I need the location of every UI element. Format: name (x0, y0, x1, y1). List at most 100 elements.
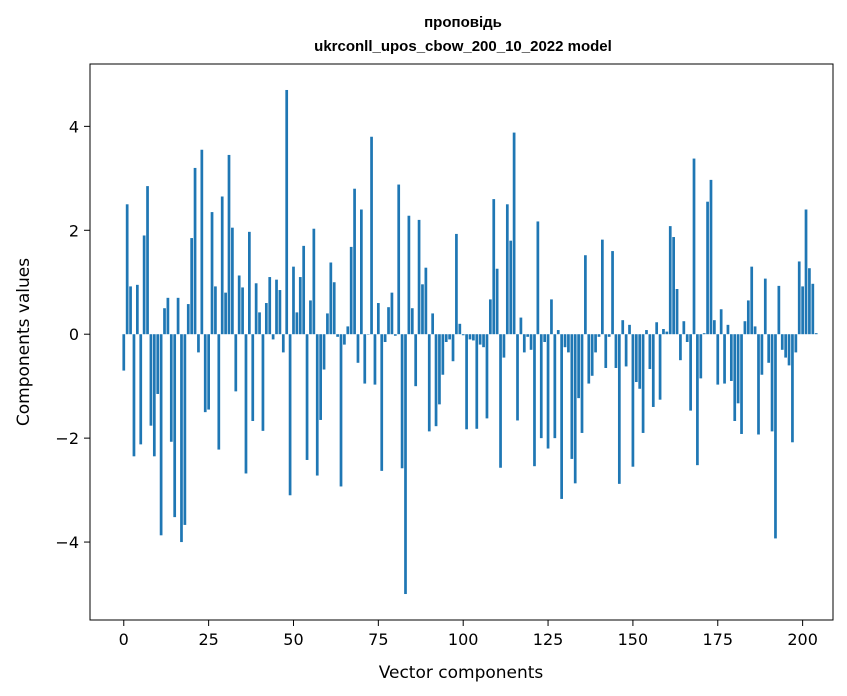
x-axis-label: Vector components (379, 663, 544, 683)
bar (743, 321, 747, 335)
bar (210, 212, 214, 335)
bar (180, 334, 183, 543)
bar (675, 289, 679, 335)
bar (322, 334, 326, 370)
bar (129, 286, 132, 335)
x-tick-label: 125 (533, 630, 564, 649)
bar (353, 188, 356, 335)
bar (281, 334, 285, 353)
bar (360, 209, 363, 335)
bar (356, 334, 360, 363)
y-axis-ticks: −4 −2 0 2 4 (55, 117, 90, 552)
bar (753, 326, 757, 335)
bar (804, 209, 808, 335)
bar (763, 278, 767, 335)
x-tick-label: 75 (368, 630, 388, 649)
bar (689, 334, 692, 411)
bar (604, 334, 608, 368)
bar (292, 266, 295, 335)
bar (417, 219, 421, 335)
bar (607, 334, 611, 337)
bar (709, 179, 713, 335)
bar (519, 317, 523, 335)
bar (363, 334, 367, 384)
bar (159, 334, 163, 536)
bar (553, 334, 557, 439)
y-tick-label: −2 (55, 429, 79, 448)
bar (770, 334, 774, 432)
bar (665, 331, 669, 335)
y-tick-label: 0 (69, 325, 79, 344)
bar (536, 221, 540, 335)
bar (227, 154, 231, 335)
bar (587, 334, 591, 384)
bar (231, 227, 234, 335)
bar (370, 136, 373, 335)
bar (543, 334, 547, 342)
bar (261, 334, 265, 431)
bar (349, 246, 353, 335)
bar (309, 300, 312, 335)
bar (156, 334, 160, 394)
bar (777, 285, 781, 335)
bar (512, 132, 516, 335)
bar (383, 334, 387, 342)
bar (380, 334, 384, 471)
bar (723, 334, 726, 384)
bar-series (122, 89, 818, 595)
bar (241, 287, 244, 335)
y-tick-label: −4 (55, 533, 79, 552)
bar (560, 334, 563, 499)
bar (638, 334, 642, 389)
bar (573, 334, 577, 484)
bar (478, 334, 482, 345)
bar (658, 334, 662, 400)
bar (434, 334, 438, 427)
bar (441, 334, 445, 375)
bar (631, 334, 635, 467)
bar (248, 231, 251, 335)
bar (628, 324, 631, 335)
bar (472, 334, 475, 341)
bar (729, 334, 733, 381)
bar (495, 268, 499, 335)
bar (258, 312, 261, 335)
bar (275, 279, 278, 335)
y-tick-label: 4 (69, 117, 79, 136)
bar (597, 334, 601, 337)
bar (682, 321, 686, 335)
bar (672, 237, 675, 335)
bar (302, 245, 306, 335)
bar (509, 240, 513, 335)
bar (814, 333, 818, 335)
bar (505, 204, 509, 335)
bar (546, 334, 550, 449)
bar (217, 334, 221, 450)
bar (169, 334, 173, 442)
bar (590, 334, 594, 376)
x-tick-label: 25 (198, 630, 218, 649)
bar (146, 186, 149, 335)
bar (173, 334, 177, 518)
bar (203, 334, 207, 413)
bar (580, 334, 584, 433)
bar (254, 283, 258, 335)
bar (207, 334, 210, 410)
bar (594, 334, 597, 353)
bar (696, 334, 699, 466)
bar (404, 334, 407, 595)
bar (801, 286, 804, 335)
bar (448, 334, 451, 340)
bar (668, 226, 672, 335)
bar (662, 329, 665, 335)
bar (278, 290, 282, 335)
bar (784, 334, 788, 358)
bar (733, 334, 737, 421)
chart-title-line2: ukrconll_upos_cbow_200_10_2022 model (314, 38, 612, 55)
bar (482, 334, 485, 348)
bar (461, 334, 465, 336)
bar (485, 334, 489, 419)
bar (465, 334, 468, 430)
bar (397, 184, 401, 335)
bar (808, 268, 811, 335)
